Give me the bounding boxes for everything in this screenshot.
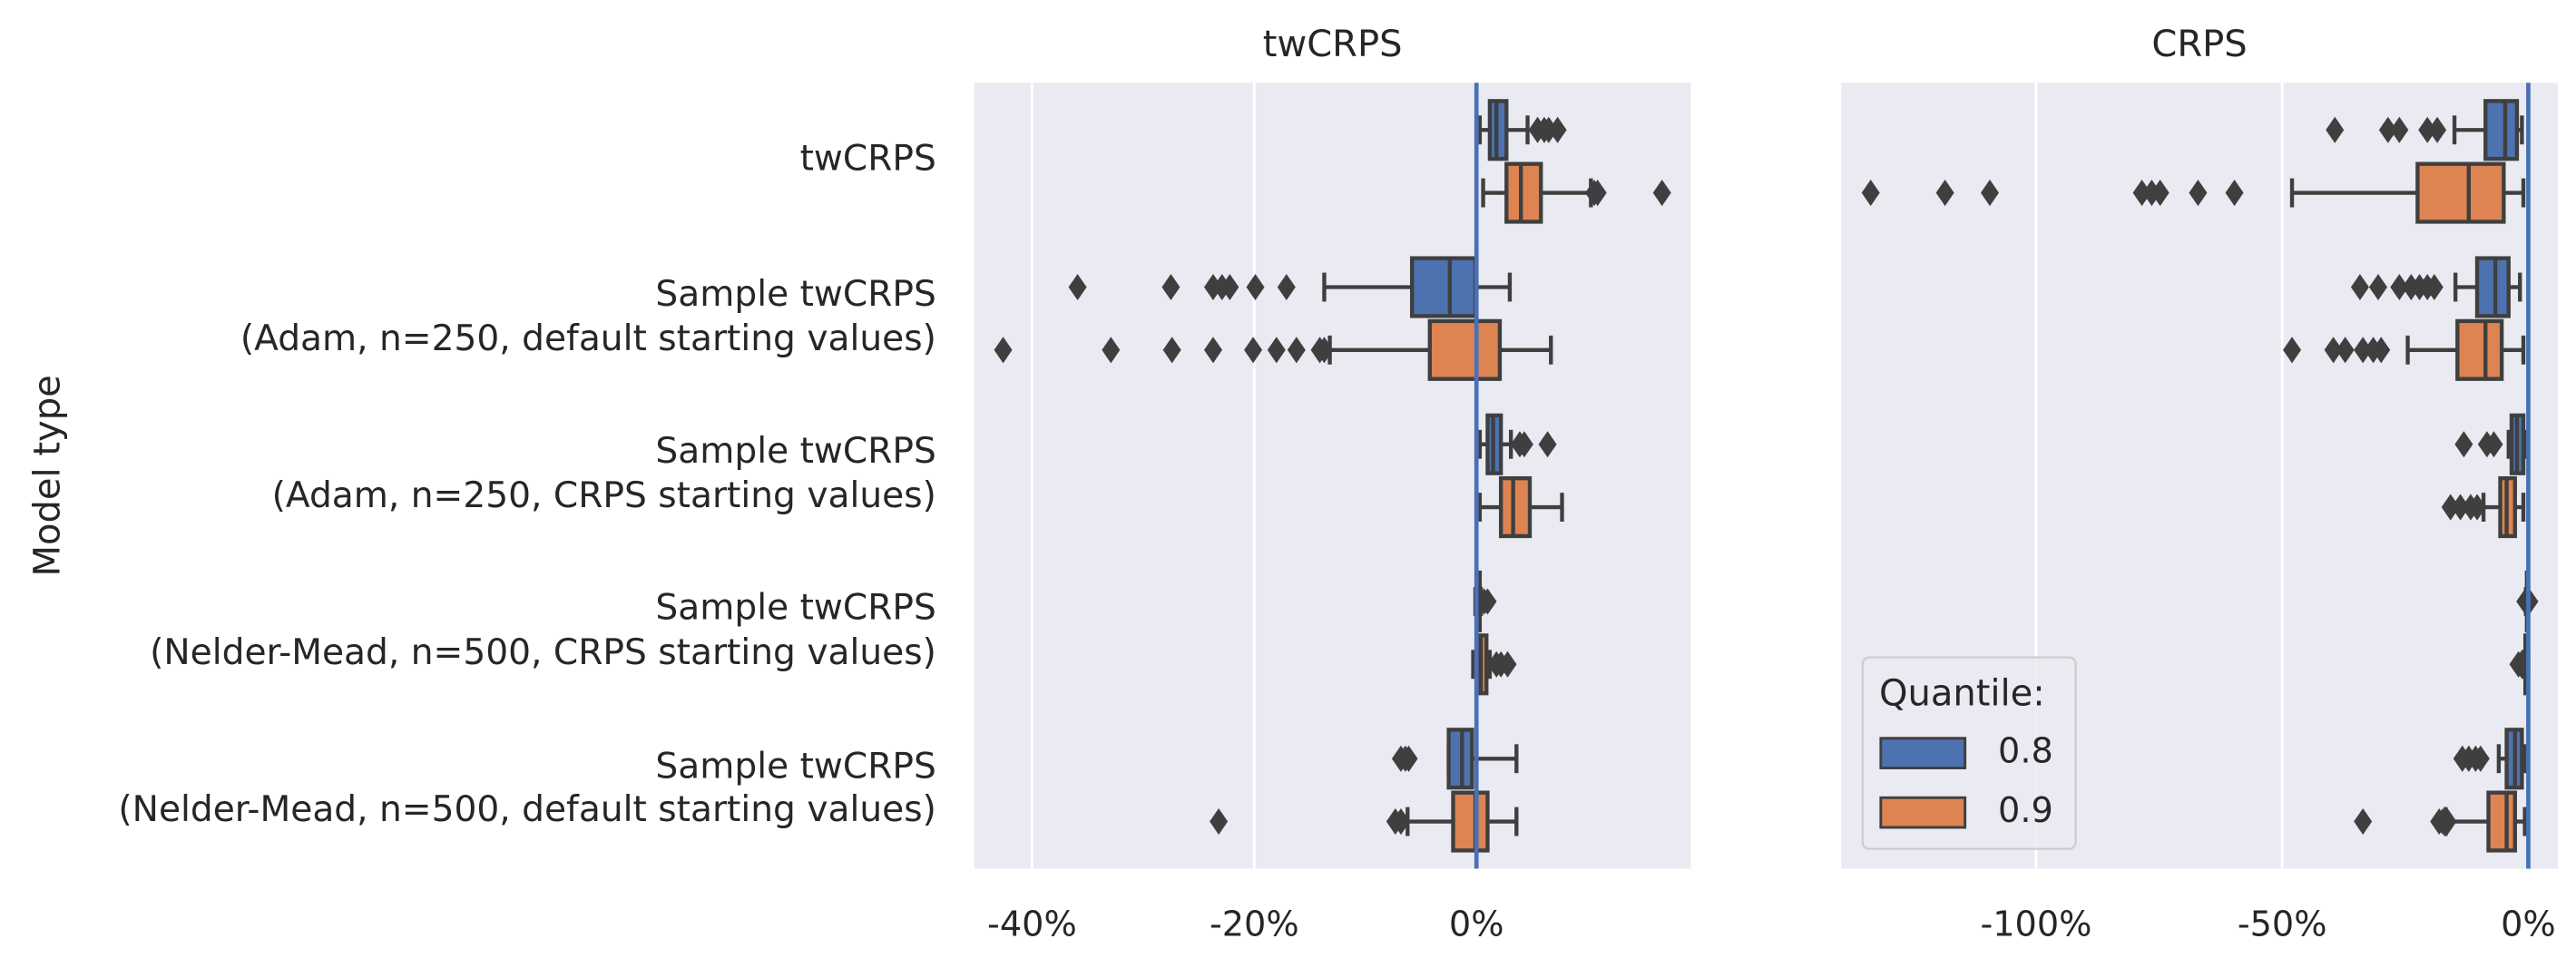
- x-tick-label: -50%: [2238, 905, 2327, 945]
- outlier: [2451, 494, 2470, 521]
- box: [2483, 99, 2520, 161]
- outlier: [2438, 807, 2457, 836]
- x-tick-label: 0%: [2501, 905, 2556, 945]
- chart-title: CRPS: [2151, 24, 2247, 65]
- x-tick-label: 0%: [1449, 905, 1504, 945]
- box-group: [2454, 413, 2527, 475]
- outlier: [2484, 431, 2503, 458]
- box: [1427, 318, 1503, 381]
- category-label: twCRPS: [799, 139, 936, 181]
- outlier: [1478, 588, 1497, 615]
- legend-label: 0.9: [1998, 791, 2053, 831]
- outlier: [1391, 807, 1410, 836]
- outlier: [1538, 431, 1557, 458]
- outlier: [1514, 431, 1533, 458]
- outlier: [2468, 494, 2487, 521]
- outlier: [1210, 807, 1229, 836]
- x-tick-label: -40%: [987, 905, 1077, 945]
- box: [2415, 161, 2506, 224]
- category-label: Sample twCRPS (Nelder-Mead, n=500, CRPS …: [150, 588, 936, 675]
- box-group: [2453, 728, 2527, 790]
- category-label: Sample twCRPS (Nelder-Mead, n=500, defau…: [118, 745, 936, 832]
- box-group: [2354, 790, 2527, 853]
- outlier: [2354, 807, 2373, 836]
- outlier: [2471, 745, 2490, 772]
- legend-swatch: [1879, 796, 1967, 829]
- box-group: [1477, 413, 1557, 475]
- box: [2474, 256, 2511, 318]
- legend-swatch: [1879, 737, 1967, 769]
- box-group: [2441, 475, 2526, 539]
- chart-title: twCRPS: [1263, 24, 1403, 65]
- box: [2455, 318, 2504, 381]
- y-tick-label: Sample twCRPS (Adam, n=250, default star…: [240, 274, 936, 360]
- legend-label: 0.8: [1998, 732, 2053, 772]
- plot-background: [974, 83, 1691, 869]
- outlier: [2454, 431, 2473, 458]
- box: [1498, 475, 1533, 539]
- box: [1504, 161, 1543, 224]
- x-tick-label: -20%: [1210, 905, 1299, 945]
- legend-title: Quantile:: [1879, 672, 2045, 714]
- category-label: Sample twCRPS (Adam, n=250, default star…: [240, 274, 936, 360]
- y-tick-label: Sample twCRPS (Adam, n=250, CRPS startin…: [271, 431, 936, 517]
- outlier: [2441, 494, 2460, 521]
- x-tick-label: -100%: [1980, 905, 2091, 945]
- category-label: Sample twCRPS (Adam, n=250, CRPS startin…: [271, 431, 936, 517]
- box: [1410, 256, 1478, 318]
- box: [2486, 790, 2517, 853]
- y-tick-label: Sample twCRPS (Nelder-Mead, n=500, CRPS …: [150, 588, 936, 675]
- y-axis-label: Model type: [27, 375, 69, 576]
- y-tick-label: Sample twCRPS (Nelder-Mead, n=500, defau…: [118, 745, 936, 832]
- box: [1451, 790, 1490, 853]
- box-group: [1477, 475, 1564, 539]
- box-group: [1391, 728, 1519, 790]
- y-tick-label: twCRPS: [799, 139, 936, 181]
